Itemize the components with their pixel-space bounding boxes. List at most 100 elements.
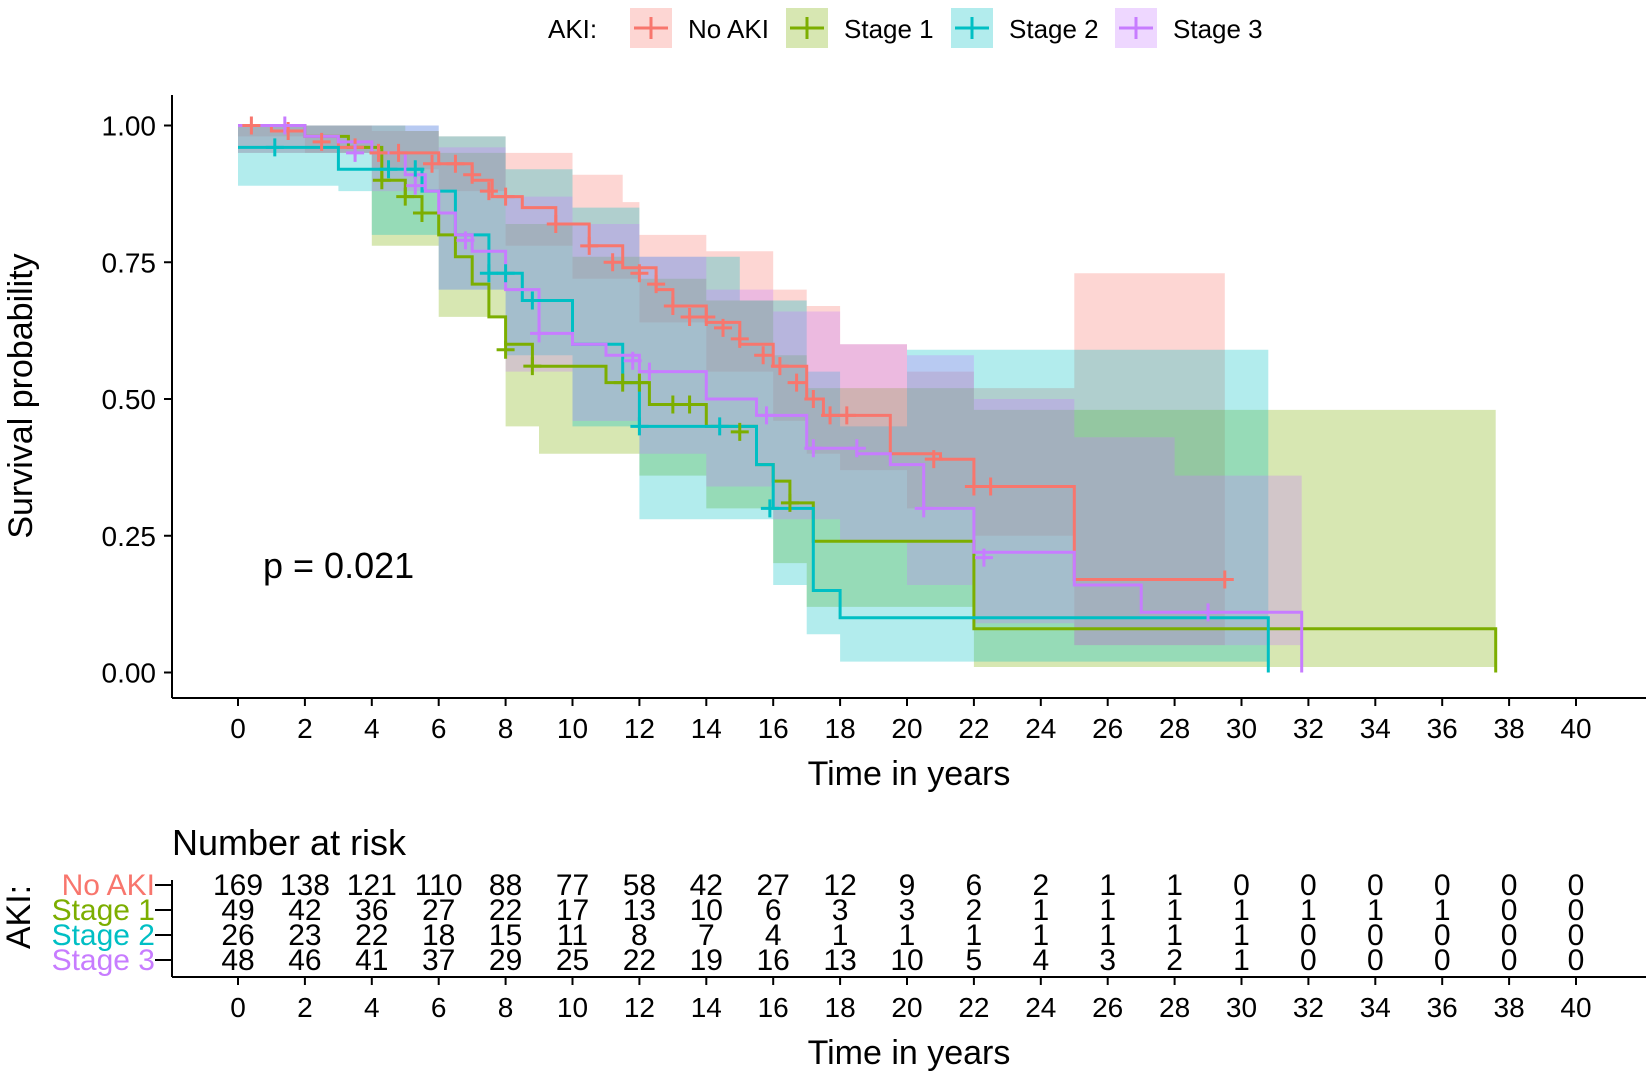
censor-mark	[787, 373, 806, 392]
risk-table-y-label: AKI:	[0, 885, 38, 949]
risk-value: 13	[623, 894, 656, 927]
censor-mark	[523, 357, 542, 376]
risk-row-label: Stage 2	[52, 919, 155, 952]
risk-value: 0	[1434, 919, 1451, 952]
risk-value: 22	[355, 919, 388, 952]
x-tick-label: 4	[364, 713, 380, 744]
risk-value: 3	[899, 894, 916, 927]
risk-value: 29	[489, 944, 522, 977]
risk-value: 4	[765, 919, 782, 952]
x-axis-label: Time in years	[808, 755, 1011, 793]
y-axis-label: Survival probability	[2, 253, 40, 538]
risk-value: 58	[623, 869, 656, 902]
censor-mark	[924, 450, 943, 469]
x-tick-label: 14	[691, 713, 722, 744]
censor-mark	[623, 351, 642, 370]
censor-mark	[463, 165, 482, 184]
risk-value: 0	[1501, 944, 1518, 977]
x-tick-label: 40	[1560, 713, 1591, 744]
risk-value: 6	[966, 869, 983, 902]
legend-items: No AKI Stage 1 Stage 2 Stage 3	[630, 8, 1263, 48]
risk-value: 4	[1032, 944, 1049, 977]
risk-value: 27	[757, 869, 790, 902]
confidence-band-3	[238, 125, 1302, 646]
x-tick-label: 34	[1360, 992, 1391, 1023]
risk-value: 0	[1568, 869, 1585, 902]
censor-mark	[804, 439, 823, 458]
risk-value: 0	[1367, 869, 1384, 902]
survival-plot: 0.000.250.500.751.00 0 2 4 6 8 10 12 14 16 18 20 22…	[2, 95, 1646, 793]
risk-value: 1	[1099, 894, 1116, 927]
x-tick-label: 6	[431, 713, 447, 744]
x-tick-label: 8	[498, 992, 514, 1023]
risk-value: 1	[1032, 894, 1049, 927]
x-tick-label: 18	[825, 713, 856, 744]
x-tick-label: 2	[297, 992, 313, 1023]
censor-mark	[580, 236, 599, 255]
censor-mark	[396, 187, 415, 206]
risk-value: 0	[1367, 919, 1384, 952]
censor-mark	[1199, 603, 1218, 622]
censor-mark	[389, 143, 408, 162]
risk-value: 1	[1166, 919, 1183, 952]
x-tick-label: 0	[230, 992, 246, 1023]
risk-value: 1	[1233, 944, 1250, 977]
risk-value: 7	[698, 919, 715, 952]
risk-value: 11	[557, 919, 588, 952]
risk-value: 48	[221, 944, 254, 977]
censor-mark	[914, 499, 933, 518]
risk-value: 77	[556, 869, 589, 902]
risk-value: 46	[288, 944, 321, 977]
x-tick-label: 36	[1427, 713, 1458, 744]
x-tick-label: 30	[1226, 713, 1257, 744]
censor-mark	[496, 340, 515, 359]
x-tick-label: 10	[557, 992, 588, 1023]
censor-mark	[346, 143, 365, 162]
risk-value: 138	[280, 869, 330, 902]
risk-value: 1	[1300, 894, 1317, 927]
x-tick-label: 36	[1427, 992, 1458, 1023]
risk-value: 37	[422, 944, 455, 977]
risk-value: 1	[1367, 894, 1384, 927]
risk-value: 0	[1568, 919, 1585, 952]
x-tick-label: 24	[1025, 992, 1056, 1023]
risk-value: 27	[422, 894, 455, 927]
legend-label: Stage 3	[1173, 14, 1263, 44]
risk-value: 0	[1501, 894, 1518, 927]
y-tick-label: 0.25	[102, 521, 157, 552]
risk-value: 6	[765, 894, 782, 927]
risk-value: 42	[690, 869, 723, 902]
x-tick-label: 20	[891, 992, 922, 1023]
risk-value: 0	[1501, 919, 1518, 952]
y-tick-label: 0.75	[102, 247, 157, 278]
confidence-band-2	[238, 125, 1269, 662]
risk-value: 41	[355, 944, 388, 977]
risk-value: 0	[1367, 944, 1384, 977]
censor-mark	[821, 406, 840, 425]
risk-value: 10	[890, 944, 923, 977]
censor-mark	[496, 264, 515, 283]
risk-value: 9	[899, 869, 916, 902]
x-tick-label: 26	[1092, 992, 1123, 1023]
risk-value: 169	[213, 869, 263, 902]
censor-mark	[630, 264, 649, 283]
censor-mark	[760, 499, 779, 518]
x-tick-label: 40	[1560, 992, 1591, 1023]
x-tick-label: 10	[557, 713, 588, 744]
x-tick-label: 12	[624, 992, 655, 1023]
x-tick-label: 38	[1494, 713, 1525, 744]
risk-value: 1	[1099, 869, 1116, 902]
risk-value: 0	[1568, 894, 1585, 927]
censor-mark	[312, 132, 331, 151]
x-tick-label: 8	[498, 713, 514, 744]
risk-value: 0	[1501, 869, 1518, 902]
x-tick-label: 26	[1092, 713, 1123, 744]
risk-value: 1	[899, 919, 916, 952]
censor-mark	[265, 138, 284, 157]
x-tick-label: 6	[431, 992, 447, 1023]
confidence-band-1	[238, 125, 1496, 667]
risk-value: 3	[1099, 944, 1116, 977]
